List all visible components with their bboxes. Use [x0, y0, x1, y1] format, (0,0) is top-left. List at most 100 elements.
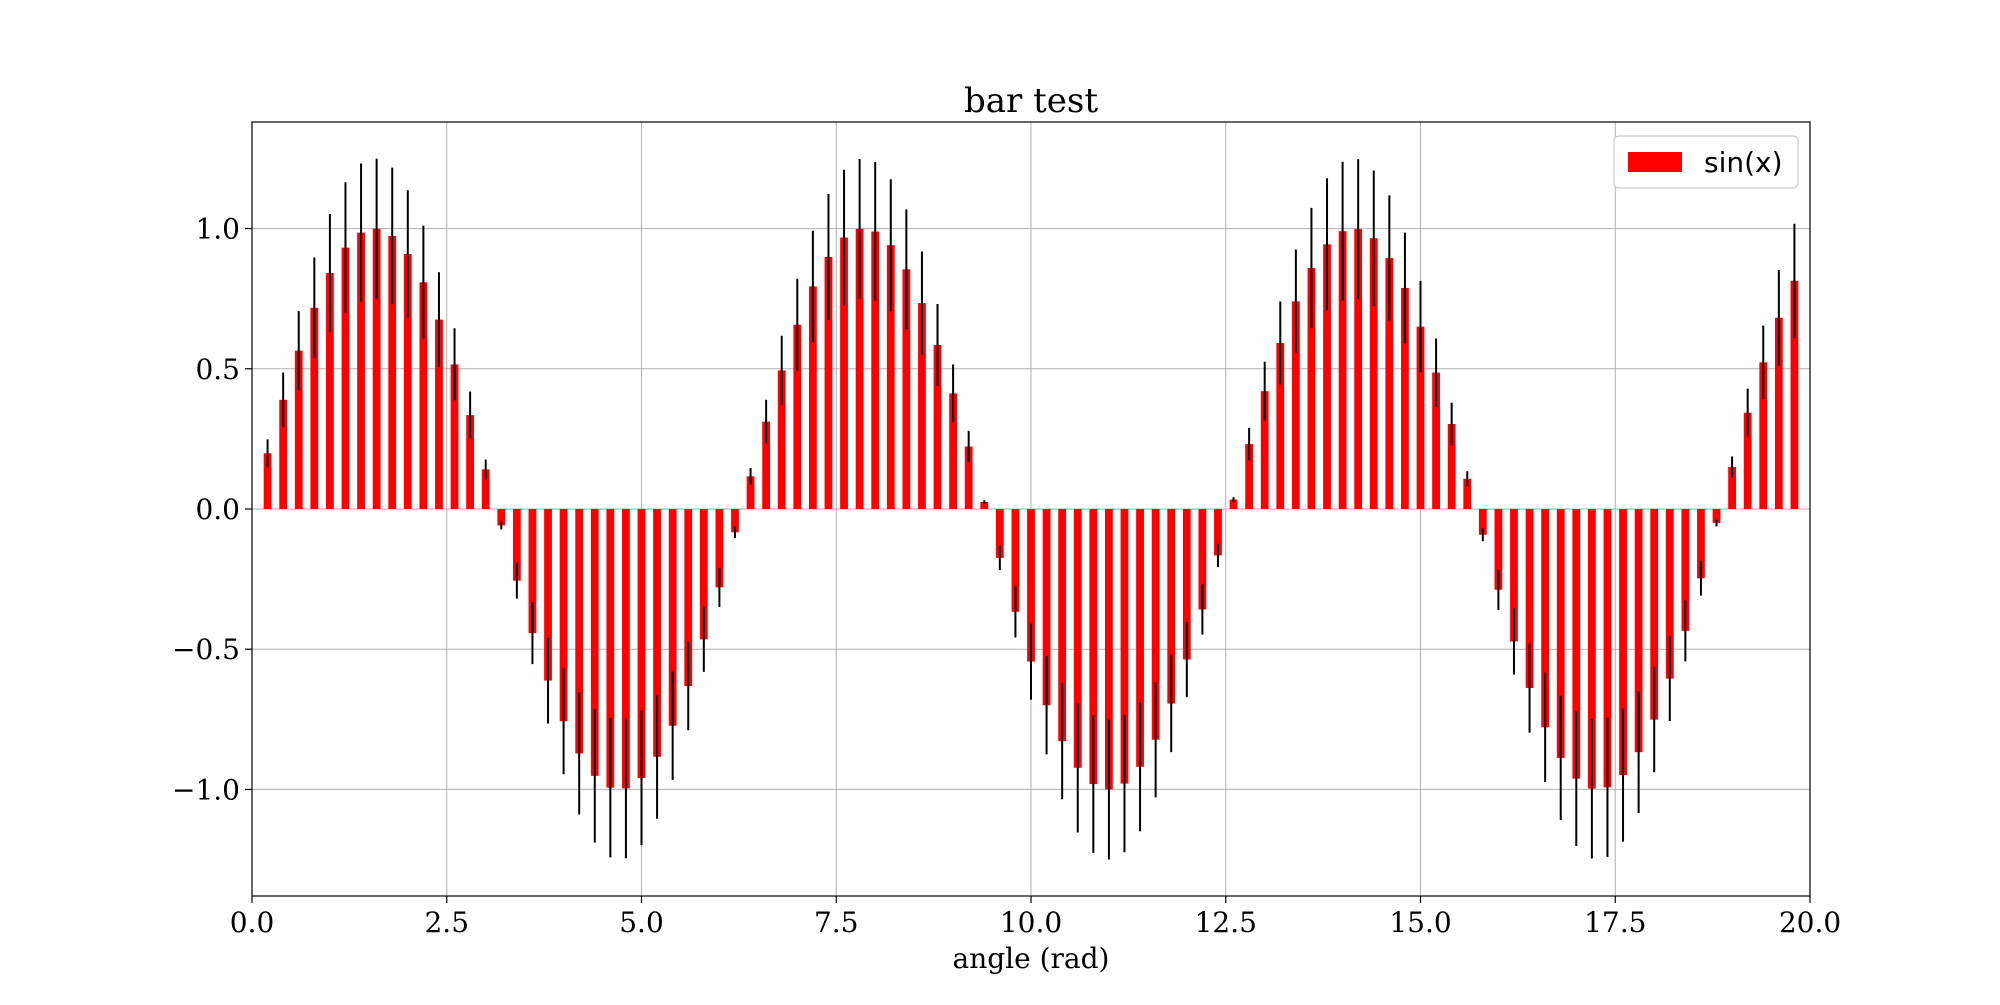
bar: [466, 415, 475, 509]
bar: [1385, 258, 1394, 509]
bar: [1494, 509, 1503, 590]
x-tick-label: 7.5: [814, 906, 859, 939]
bar: [1260, 391, 1269, 509]
x-tick-label: 15.0: [1389, 906, 1451, 939]
bar: [1619, 509, 1627, 776]
bar: [1276, 342, 1285, 509]
bar: [1401, 287, 1409, 509]
bar: [1478, 509, 1487, 535]
x-axis-label: angle (rad): [953, 942, 1110, 975]
bar: [294, 350, 303, 509]
y-tick-label: −0.5: [172, 633, 240, 666]
bar: [403, 254, 412, 509]
bar: [1229, 499, 1238, 509]
bar: [731, 509, 739, 533]
bar: [1214, 509, 1222, 556]
bar: [544, 509, 552, 681]
bar: [1120, 509, 1129, 784]
bar: [1790, 280, 1799, 509]
bar: [1634, 509, 1643, 753]
bar: [824, 256, 833, 509]
bar: [1774, 317, 1783, 509]
bar: [933, 344, 942, 509]
bar: [918, 303, 926, 509]
x-tick-label: 0.0: [230, 906, 275, 939]
x-tick-label: 17.5: [1584, 906, 1646, 939]
bar: [1151, 509, 1160, 740]
bar: [980, 502, 989, 509]
bar: [840, 237, 848, 510]
bar: [1697, 509, 1705, 579]
y-tick-label: −1.0: [172, 773, 240, 806]
bar: [1743, 412, 1752, 509]
bar: [1073, 509, 1082, 768]
bar: [1447, 423, 1456, 509]
chart-title: bar test: [964, 81, 1098, 121]
bar: [388, 235, 397, 510]
x-tick-label: 12.5: [1195, 906, 1257, 939]
bar: [1245, 444, 1254, 509]
bar: [310, 307, 319, 509]
bar: [1338, 231, 1347, 510]
bar: [1712, 509, 1721, 523]
bar: [1089, 509, 1098, 785]
bar: [1323, 244, 1331, 509]
bar: [606, 509, 615, 788]
bar: [1556, 509, 1565, 758]
bar: [1182, 509, 1191, 660]
bar: [559, 509, 568, 722]
bar: [1603, 509, 1612, 788]
bar: [372, 228, 381, 509]
bar: [1354, 229, 1363, 510]
bar: [1369, 238, 1378, 509]
bar: [590, 509, 599, 776]
bar: [637, 509, 646, 778]
bar: [762, 421, 771, 509]
bar: [855, 228, 864, 510]
bar: [1307, 268, 1316, 509]
bar: [715, 509, 724, 588]
bar: [699, 509, 708, 640]
legend: sin(x): [1613, 135, 1799, 189]
bar: [1291, 301, 1300, 509]
bar: [1463, 478, 1472, 509]
bar: [902, 269, 911, 509]
bar: [1058, 509, 1067, 742]
bar: [528, 509, 537, 634]
ticks: 0.0 2.5 5.0 7.5 10.0 12.5 15.0 17.5 20.0 1.0 0.5 0.…: [172, 213, 1841, 939]
bar: [949, 393, 957, 509]
bar: [341, 247, 350, 509]
y-tick-label: 0.5: [195, 353, 240, 386]
bar: [995, 509, 1004, 558]
bar: [684, 509, 693, 687]
bar: [512, 509, 521, 581]
bar: [1572, 509, 1581, 779]
legend-swatch: [1628, 152, 1682, 172]
bar: [279, 399, 288, 509]
x-tick-label: 10.0: [1000, 906, 1062, 939]
bar: [1027, 509, 1035, 662]
x-tick-label: 20.0: [1779, 906, 1841, 939]
bar: [1759, 362, 1768, 509]
bar: [1136, 509, 1144, 767]
bar: [1728, 466, 1736, 509]
bar: [653, 509, 661, 757]
bar: [777, 370, 786, 509]
y-tick-label: 1.0: [195, 213, 240, 246]
bar: [497, 509, 506, 526]
bar: [1510, 509, 1518, 642]
bar: [1541, 509, 1550, 728]
legend-label: sin(x): [1704, 146, 1783, 179]
bar: [481, 469, 490, 509]
bar: [1011, 509, 1020, 612]
bar: [964, 446, 973, 509]
bar: [263, 453, 272, 509]
y-tick-label: 0.0: [195, 493, 240, 526]
bar: [871, 231, 880, 509]
bar: [450, 364, 459, 509]
bar: [435, 319, 443, 509]
bar: [1587, 509, 1596, 789]
bar: [886, 245, 895, 509]
